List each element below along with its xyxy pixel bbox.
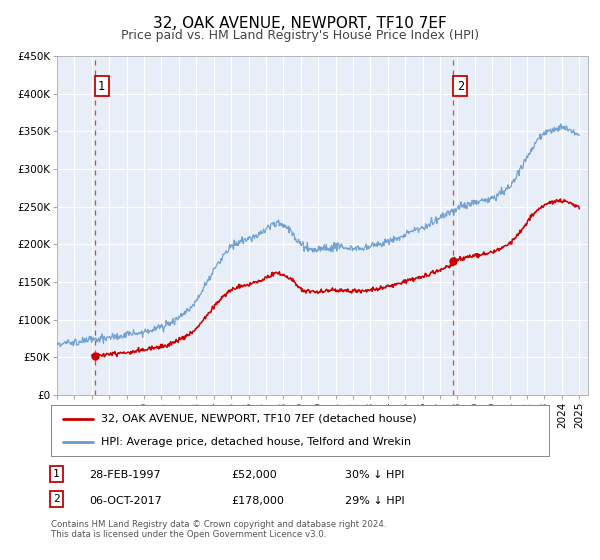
Text: £178,000: £178,000 xyxy=(231,496,284,506)
Text: 2: 2 xyxy=(457,80,464,92)
Text: 29% ↓ HPI: 29% ↓ HPI xyxy=(345,496,404,506)
Text: HPI: Average price, detached house, Telford and Wrekin: HPI: Average price, detached house, Telf… xyxy=(101,437,411,447)
Text: 28-FEB-1997: 28-FEB-1997 xyxy=(89,470,160,480)
Text: Contains HM Land Registry data © Crown copyright and database right 2024.
This d: Contains HM Land Registry data © Crown c… xyxy=(51,520,386,539)
Text: £52,000: £52,000 xyxy=(231,470,277,480)
Text: 30% ↓ HPI: 30% ↓ HPI xyxy=(345,470,404,480)
Text: 06-OCT-2017: 06-OCT-2017 xyxy=(89,496,161,506)
Text: Price paid vs. HM Land Registry's House Price Index (HPI): Price paid vs. HM Land Registry's House … xyxy=(121,29,479,42)
Text: 1: 1 xyxy=(98,80,105,92)
Text: 2: 2 xyxy=(53,494,59,504)
Text: 32, OAK AVENUE, NEWPORT, TF10 7EF (detached house): 32, OAK AVENUE, NEWPORT, TF10 7EF (detac… xyxy=(101,414,416,424)
Text: 32, OAK AVENUE, NEWPORT, TF10 7EF: 32, OAK AVENUE, NEWPORT, TF10 7EF xyxy=(153,16,447,31)
Text: 1: 1 xyxy=(53,469,59,479)
